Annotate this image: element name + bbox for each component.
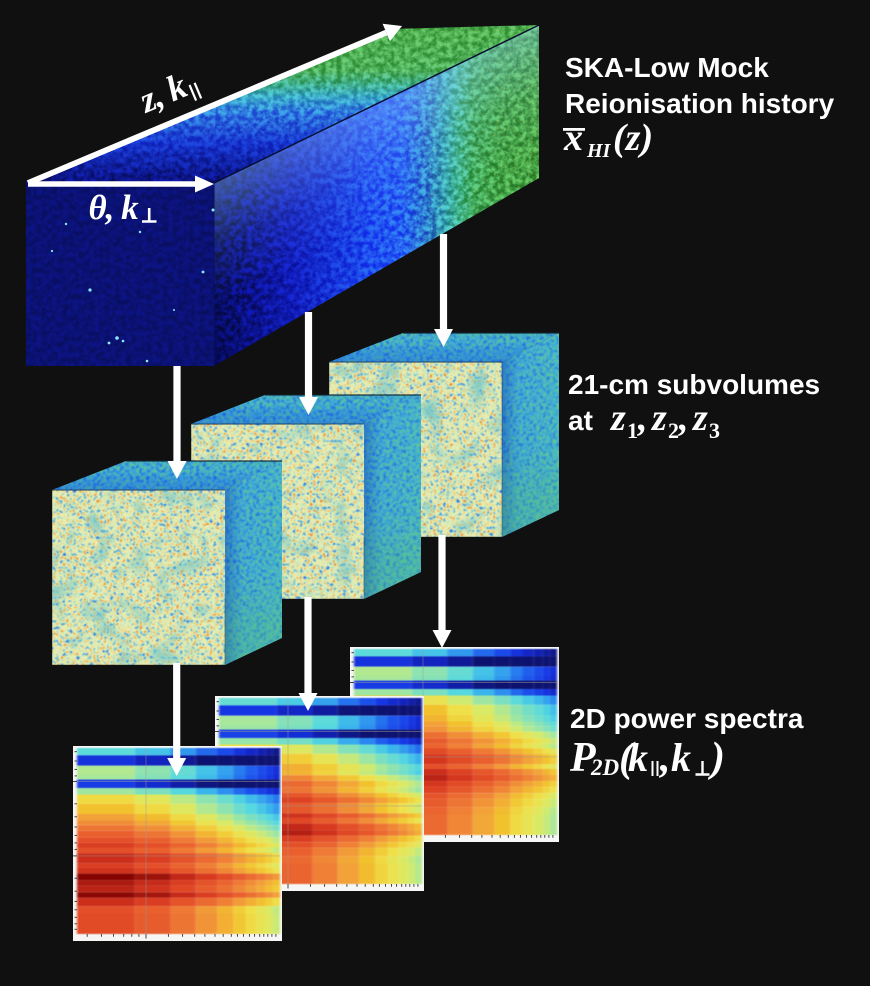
svg-text:k: k: [671, 735, 691, 780]
svg-text:,: ,: [659, 735, 671, 781]
svg-text:z: z: [650, 397, 667, 439]
svg-text:Reionisation history: Reionisation history: [565, 88, 835, 119]
svg-text:): ): [707, 735, 725, 781]
svg-text:at: at: [568, 405, 593, 436]
svg-text:,: ,: [637, 397, 648, 439]
svg-text:k: k: [628, 735, 648, 780]
svg-text:θ, k: θ, k: [89, 188, 140, 227]
svg-text:(: (: [619, 735, 636, 781]
svg-text:(z): (z): [613, 117, 653, 159]
svg-text:HI: HI: [586, 140, 612, 162]
svg-text:3: 3: [709, 418, 720, 443]
svg-text:SKA-Low Mock: SKA-Low Mock: [565, 52, 769, 83]
svg-text:2D power spectra: 2D power spectra: [570, 703, 804, 734]
svg-text:21-cm subvolumes: 21-cm subvolumes: [568, 369, 820, 400]
svg-text:x: x: [563, 117, 583, 159]
svg-text:1: 1: [627, 418, 638, 443]
svg-text:,: ,: [678, 397, 689, 439]
svg-text:2D: 2D: [590, 755, 620, 780]
svg-text:2: 2: [668, 418, 679, 443]
svg-text:z: z: [609, 397, 626, 439]
svg-text:z: z: [691, 397, 708, 439]
svg-text:P: P: [569, 735, 596, 781]
